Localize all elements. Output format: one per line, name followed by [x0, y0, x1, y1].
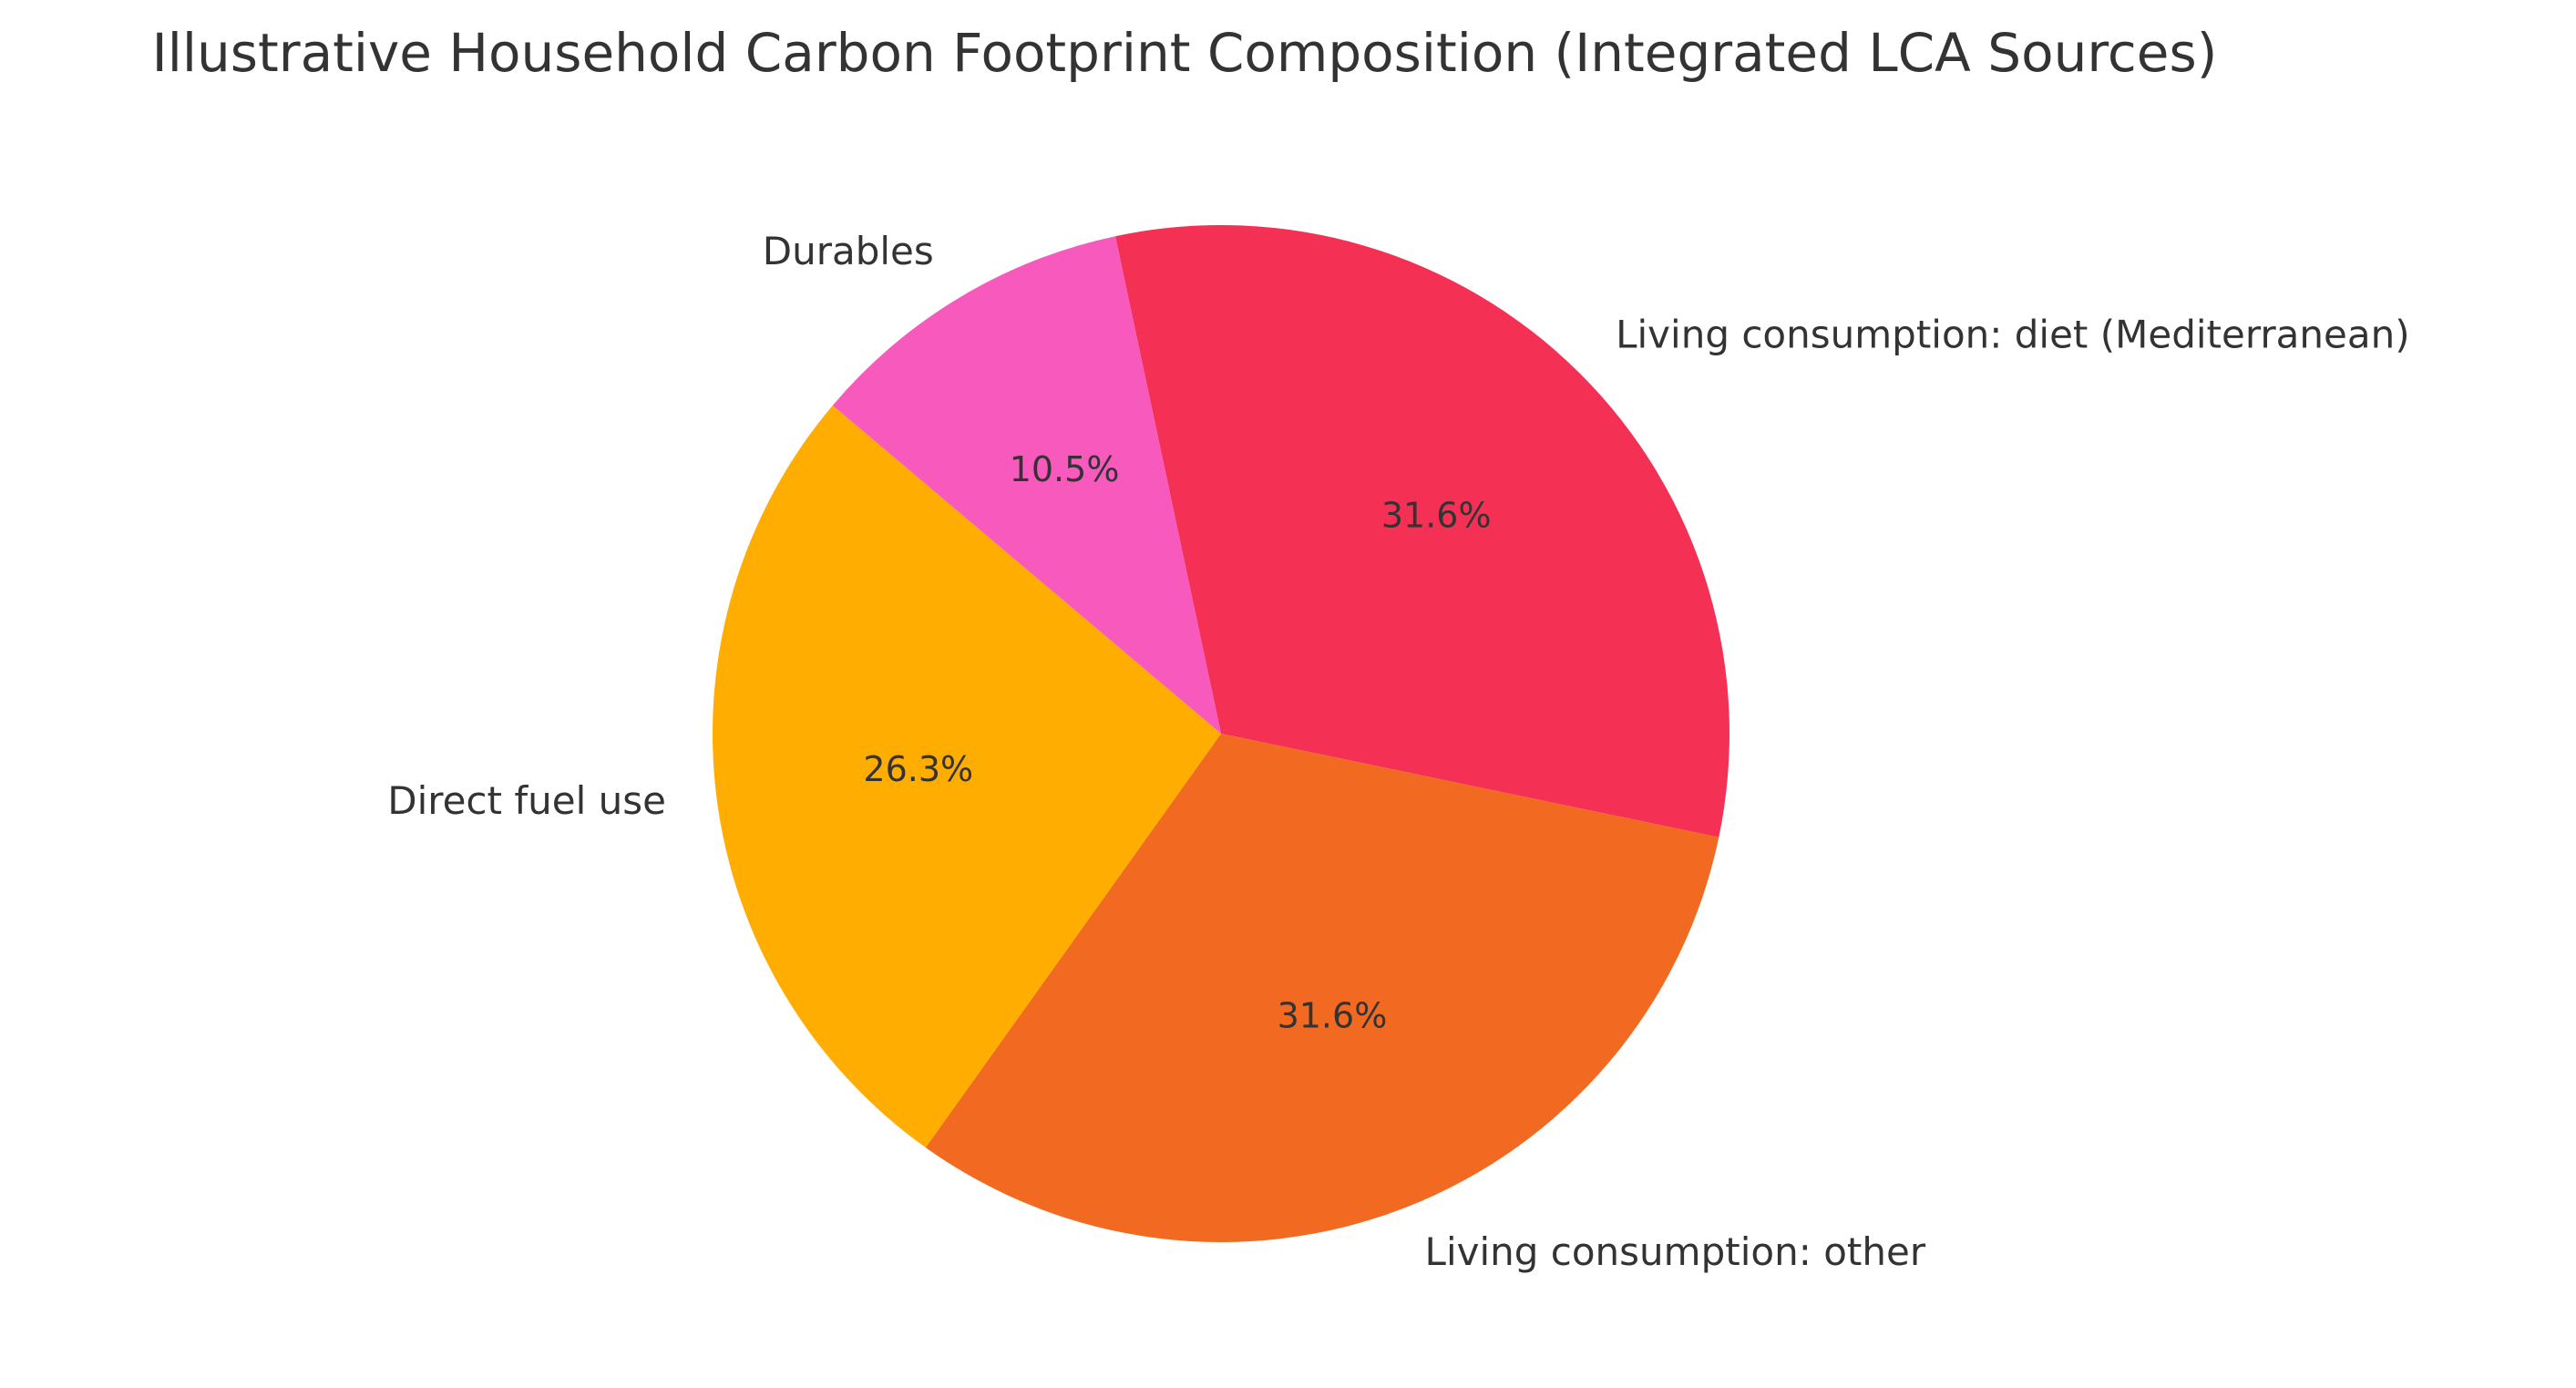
slice-label-living-consumption-other: Living consumption: other: [1425, 1229, 1926, 1274]
pie-slice-direct-fuel-use: [713, 405, 1221, 1148]
slice-label-durables: Durables: [763, 229, 934, 273]
slice-labels: Living consumption: diet (Mediterranean)…: [387, 229, 2409, 1274]
slice-label-living-consumption-diet-mediterranean: Living consumption: diet (Mediterranean): [1616, 313, 2409, 357]
pie-slice-living-consumption-diet-mediterranean: [1114, 224, 1729, 838]
percent-label-living-consumption-other: 31.6%: [1278, 995, 1388, 1035]
chart-title: Illustrative Household Carbon Footprint …: [152, 22, 2218, 84]
percent-label-durables: 10.5%: [1010, 449, 1120, 489]
pie-slice-durables: [832, 236, 1221, 735]
percent-label-direct-fuel-use: 26.3%: [863, 749, 973, 789]
percent-labels: 31.6% 31.6% 26.3% 10.5%: [863, 449, 1491, 1035]
slice-label-direct-fuel-use: Direct fuel use: [387, 778, 666, 823]
pie-slice-living-consumption-other: [925, 734, 1719, 1242]
pie-slices: [713, 224, 1729, 1242]
percent-label-living-consumption-diet-mediterranean: 31.6%: [1381, 495, 1492, 535]
